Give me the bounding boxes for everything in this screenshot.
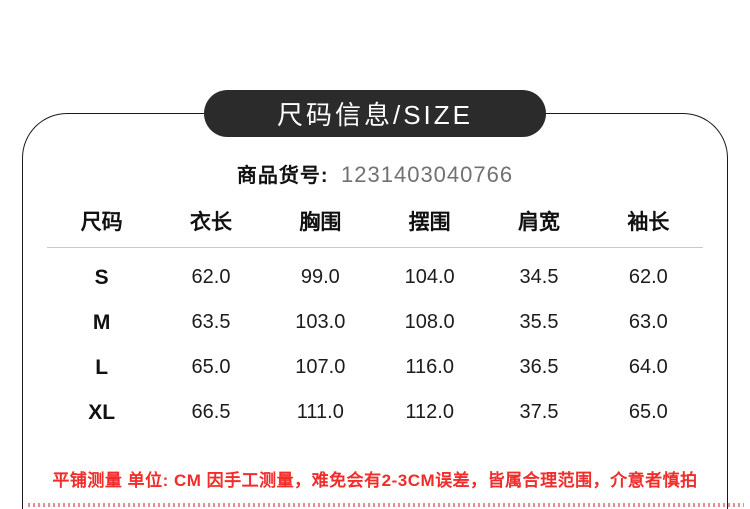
length-value: 62.0 — [191, 266, 231, 288]
column-header-hem: 摆围 — [408, 211, 451, 234]
bust-value: 103.0 — [295, 311, 346, 333]
length-value: 63.5 — [191, 311, 231, 333]
length-value: 65.0 — [191, 356, 231, 378]
size-table-header-row: 尺码 衣长 胸围 摆围 肩宽 袖长 — [47, 206, 703, 248]
sleeve-value: 65.0 — [628, 401, 668, 423]
size-label: L — [95, 355, 109, 379]
table-row-s: S 62.0 99.0 104.0 34.5 62.0 — [47, 255, 703, 300]
hem-value: 104.0 — [404, 266, 455, 288]
size-table-body: S 62.0 99.0 104.0 34.5 62.0 M 63.5 103.0… — [47, 255, 703, 435]
sleeve-value: 63.0 — [628, 311, 668, 333]
shoulder-value: 34.5 — [519, 266, 559, 288]
table-row-l: L 65.0 107.0 116.0 36.5 64.0 — [47, 345, 703, 390]
shoulder-value: 35.5 — [519, 311, 559, 333]
bust-value: 99.0 — [300, 266, 340, 288]
column-header-bust: 胸围 — [299, 211, 342, 234]
measurement-disclaimer: 平铺测量 单位: CM 因手工测量，难免会有2-3CM误差，皆属合理范围，介意者… — [52, 471, 698, 490]
column-header-size: 尺码 — [80, 211, 123, 234]
dotted-divider — [28, 503, 744, 507]
column-header-sleeve: 袖长 — [627, 211, 670, 234]
hem-value: 108.0 — [404, 311, 455, 333]
length-value: 66.5 — [191, 401, 231, 423]
shoulder-value: 37.5 — [519, 401, 559, 423]
table-row-xl: XL 66.5 111.0 112.0 37.5 65.0 — [47, 390, 703, 435]
shoulder-value: 36.5 — [519, 356, 559, 378]
product-number-line: 商品货号: 1231403040766 — [0, 159, 750, 188]
size-info-banner: 尺码信息/SIZE — [204, 90, 546, 137]
hem-value: 116.0 — [405, 356, 454, 378]
sleeve-value: 64.0 — [628, 356, 668, 378]
table-row-m: M 63.5 103.0 108.0 35.5 63.0 — [47, 300, 703, 345]
product-number-label: 商品货号: — [236, 165, 329, 187]
size-table: 尺码 衣长 胸围 摆围 肩宽 袖长 S 62.0 99.0 104.0 34.5… — [47, 206, 703, 435]
size-label: S — [94, 265, 109, 289]
banner-title: 尺码信息/SIZE — [276, 100, 473, 130]
product-number-value: 1231403040766 — [341, 162, 514, 187]
hem-value: 112.0 — [405, 401, 454, 423]
column-header-length: 衣长 — [189, 211, 232, 234]
bust-value: 107.0 — [295, 356, 346, 378]
bust-value: 111.0 — [296, 401, 344, 423]
column-header-shoulder: 肩宽 — [517, 211, 560, 234]
sleeve-value: 62.0 — [628, 266, 668, 288]
size-label: XL — [88, 400, 116, 424]
size-label: M — [92, 310, 111, 334]
